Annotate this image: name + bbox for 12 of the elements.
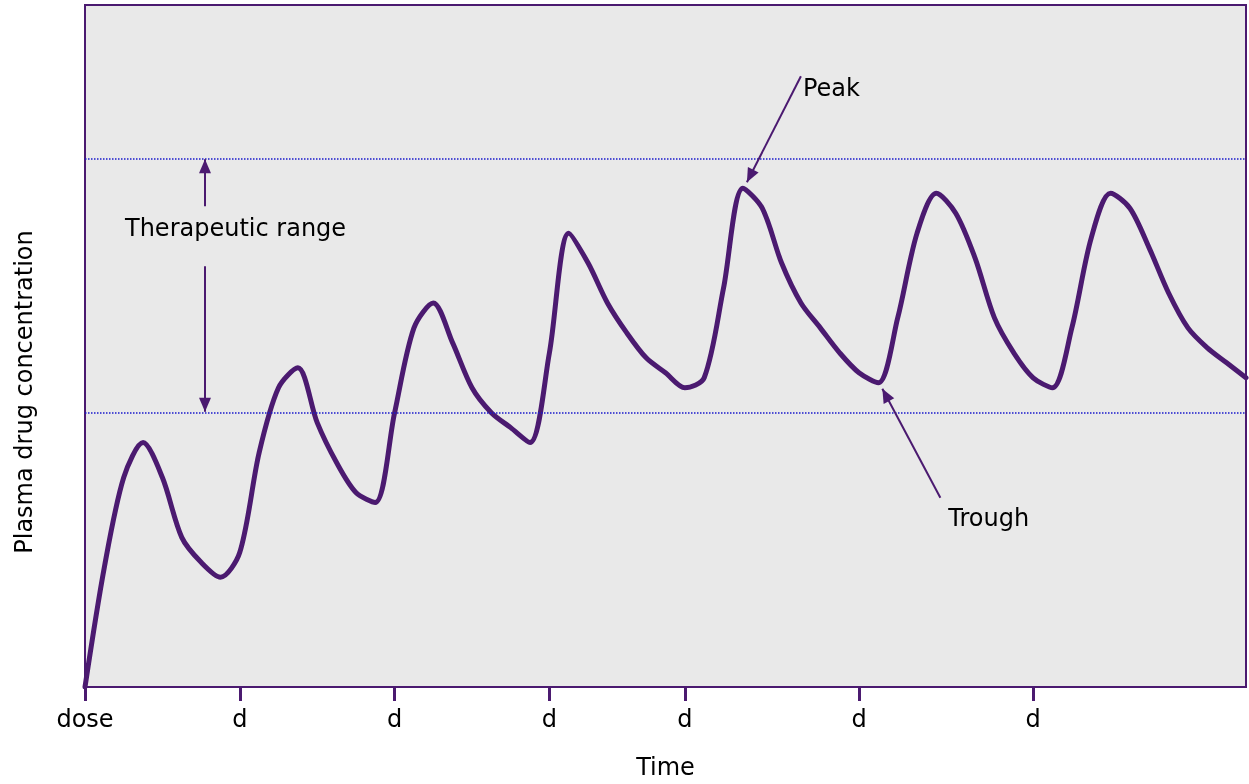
x-tick-label: dose — [56, 705, 114, 733]
x-tick-label: d — [386, 705, 403, 733]
annotation: Trough — [947, 503, 1030, 532]
x-tick-label: d — [541, 705, 558, 733]
x-axis-title: Time — [635, 753, 695, 781]
x-tick-label: d — [232, 705, 248, 733]
x-tick-label: d — [851, 705, 867, 733]
x-tick-label: d — [677, 705, 693, 733]
annotation: Therapeutic range — [124, 214, 347, 243]
x-tick-label: d — [1025, 705, 1041, 733]
y-axis-title: Plasma drug concentration — [10, 230, 38, 554]
text: Peak — [802, 74, 860, 103]
